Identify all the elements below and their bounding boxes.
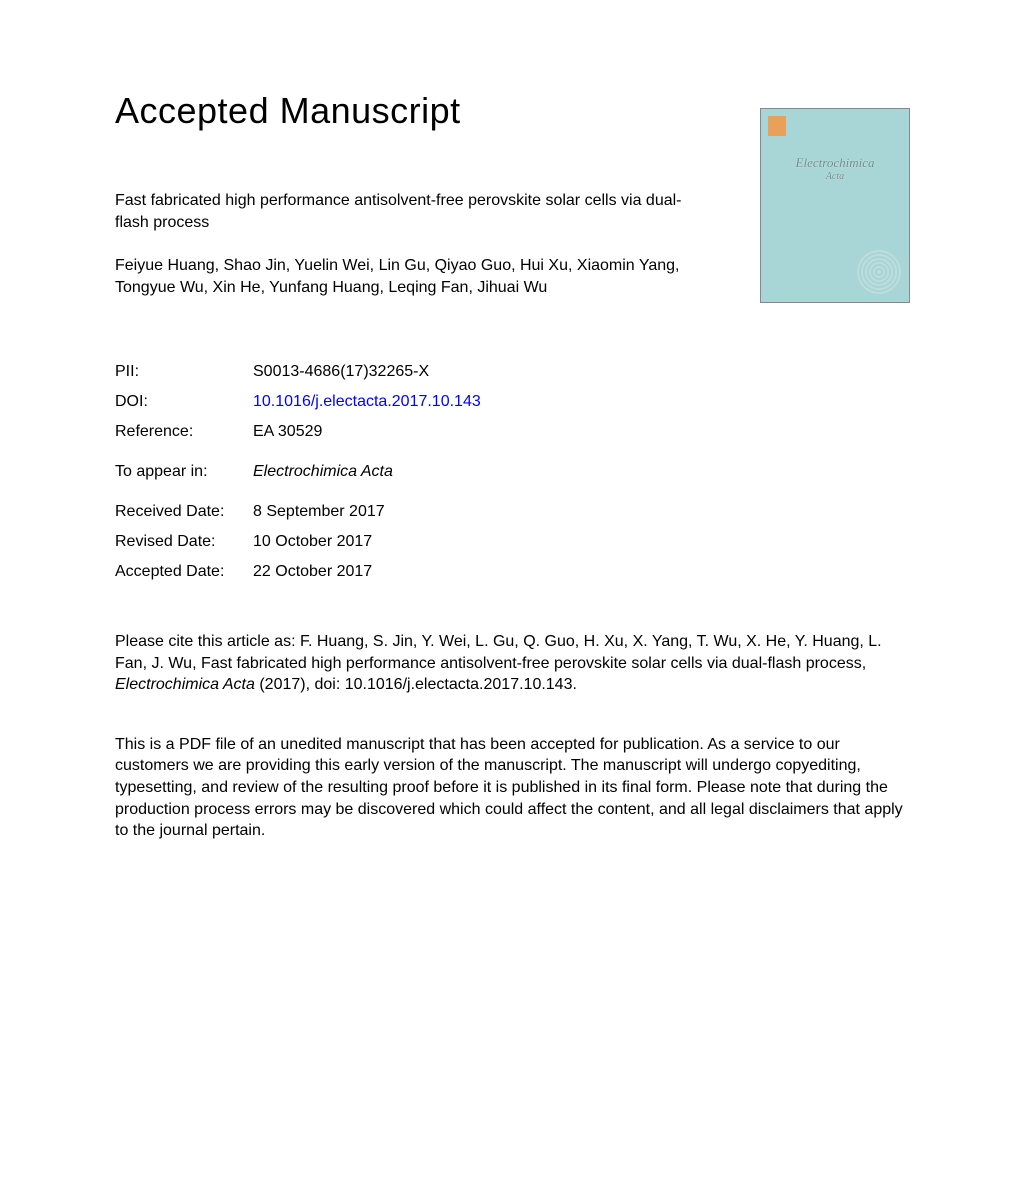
doi-label: DOI: bbox=[115, 393, 253, 411]
journal-cover-thumbnail: Electrochimica Acta bbox=[760, 108, 910, 303]
meta-row-doi: DOI: 10.1016/j.electacta.2017.10.143 bbox=[115, 393, 910, 411]
reference-value: EA 30529 bbox=[253, 423, 322, 441]
doi-link[interactable]: 10.1016/j.electacta.2017.10.143 bbox=[253, 393, 481, 411]
accepted-value: 22 October 2017 bbox=[253, 563, 372, 581]
reference-label: Reference: bbox=[115, 423, 253, 441]
article-title: Fast fabricated high performance antisol… bbox=[115, 190, 705, 233]
citation-prefix: Please cite this article as: F. Huang, S… bbox=[115, 633, 882, 672]
disclaimer-text: This is a PDF file of an unedited manusc… bbox=[115, 734, 910, 842]
meta-row-received: Received Date: 8 September 2017 bbox=[115, 503, 910, 521]
citation-journal: Electrochimica Acta bbox=[115, 676, 255, 693]
meta-row-reference: Reference: EA 30529 bbox=[115, 423, 910, 441]
received-value: 8 September 2017 bbox=[253, 503, 385, 521]
revised-value: 10 October 2017 bbox=[253, 533, 372, 551]
citation-block: Please cite this article as: F. Huang, S… bbox=[115, 631, 910, 696]
pii-label: PII: bbox=[115, 363, 253, 381]
meta-row-pii: PII: S0013-4686(17)32265-X bbox=[115, 363, 910, 381]
metadata-table: PII: S0013-4686(17)32265-X DOI: 10.1016/… bbox=[115, 363, 910, 581]
manuscript-page: Accepted Manuscript Fast fabricated high… bbox=[0, 0, 1020, 842]
appear-label: To appear in: bbox=[115, 463, 253, 481]
cover-journal-name: Electrochimica Acta bbox=[761, 155, 909, 182]
cover-journal-main: Electrochimica bbox=[796, 155, 875, 170]
authors-list: Feiyue Huang, Shao Jin, Yuelin Wei, Lin … bbox=[115, 255, 705, 298]
publisher-logo-icon bbox=[768, 116, 786, 136]
revised-label: Revised Date: bbox=[115, 533, 253, 551]
accepted-label: Accepted Date: bbox=[115, 563, 253, 581]
citation-suffix: (2017), doi: 10.1016/j.electacta.2017.10… bbox=[255, 676, 577, 693]
cover-topbar bbox=[771, 139, 899, 147]
appear-value: Electrochimica Acta bbox=[253, 463, 393, 481]
cover-journal-sub: Acta bbox=[761, 171, 909, 182]
meta-row-appear: To appear in: Electrochimica Acta bbox=[115, 463, 910, 481]
pii-value: S0013-4686(17)32265-X bbox=[253, 363, 429, 381]
received-label: Received Date: bbox=[115, 503, 253, 521]
meta-row-revised: Revised Date: 10 October 2017 bbox=[115, 533, 910, 551]
cover-globe-icon bbox=[857, 250, 901, 294]
title-and-cover-row: Fast fabricated high performance antisol… bbox=[115, 190, 910, 303]
title-block: Fast fabricated high performance antisol… bbox=[115, 190, 705, 298]
meta-row-accepted: Accepted Date: 22 October 2017 bbox=[115, 563, 910, 581]
